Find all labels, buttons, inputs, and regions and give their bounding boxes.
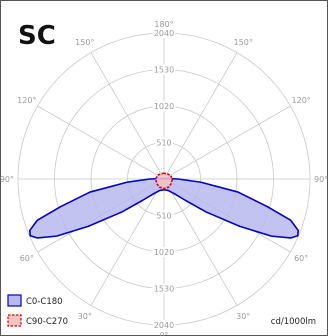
legend: C0-C180 C90-C270 (7, 294, 68, 327)
grid-spoke-30 (163, 178, 238, 306)
angle-label-neg30: 30° (78, 312, 92, 321)
radial-tick-labels: 510 510 1020 1020 1530 1530 2040 2040 (152, 28, 176, 330)
radial-tick-bg (155, 210, 173, 221)
radial-tick-label-1530: 1530 (154, 285, 174, 294)
radial-tick-label-1020: 1020 (154, 102, 174, 111)
angle-label-0: 0° (159, 331, 168, 336)
angle-label-neg120: 120° (17, 96, 36, 105)
radial-tick-label-510: 510 (156, 212, 171, 221)
grid-spoke-240 (37, 105, 165, 180)
angle-label-neg60: 60° (20, 254, 34, 263)
legend-label-c90-c270: C90-C270 (26, 317, 68, 327)
radial-tick-bg (152, 320, 176, 330)
series-curve-c0-c180 (28, 177, 300, 239)
grid-spoke-210 (90, 52, 165, 180)
series-curve-c90-c270 (154, 172, 174, 190)
radial-tick-bg (152, 64, 176, 75)
angle-label-neg90: 90° (0, 175, 14, 184)
angle-label-60: 60° (294, 254, 308, 263)
radial-tick-bg (155, 137, 173, 148)
angle-label-neg150: 150° (75, 38, 94, 47)
series-layer (28, 172, 300, 239)
angle-label-150: 150° (234, 38, 253, 47)
angle-labels: 180° 150° 150° 120° 120° 90° 90° 60° 60° 30° 30° 0° (0, 20, 328, 336)
grid-spoke-150 (163, 52, 238, 180)
radial-tick-label-2040: 2040 (154, 321, 174, 330)
radial-tick-label-2040: 2040 (154, 29, 174, 38)
radial-tick-label-510: 510 (156, 139, 171, 148)
radial-tick-label-1530: 1530 (154, 66, 174, 75)
angle-label-180: 180° (154, 20, 173, 29)
angle-label-120: 120° (292, 96, 311, 105)
chart-title: SC (18, 21, 56, 51)
unit-label: cd/1000lm (271, 317, 316, 327)
radial-tick-bg (152, 247, 176, 257)
grid-spoke-120 (163, 105, 291, 180)
radial-tick-bg (152, 28, 176, 38)
legend-swatch-c90-c270 (7, 314, 22, 327)
angle-label-30: 30° (236, 312, 250, 321)
legend-swatch-c0-c180 (7, 294, 22, 307)
angle-label-90: 90° (314, 175, 328, 184)
radial-tick-bg (152, 101, 176, 111)
radial-tick-bg (152, 283, 176, 294)
legend-label-c0-c180: C0-C180 (26, 297, 63, 307)
radial-tick-label-1020: 1020 (154, 248, 174, 257)
grid-spoke-330 (90, 178, 165, 306)
